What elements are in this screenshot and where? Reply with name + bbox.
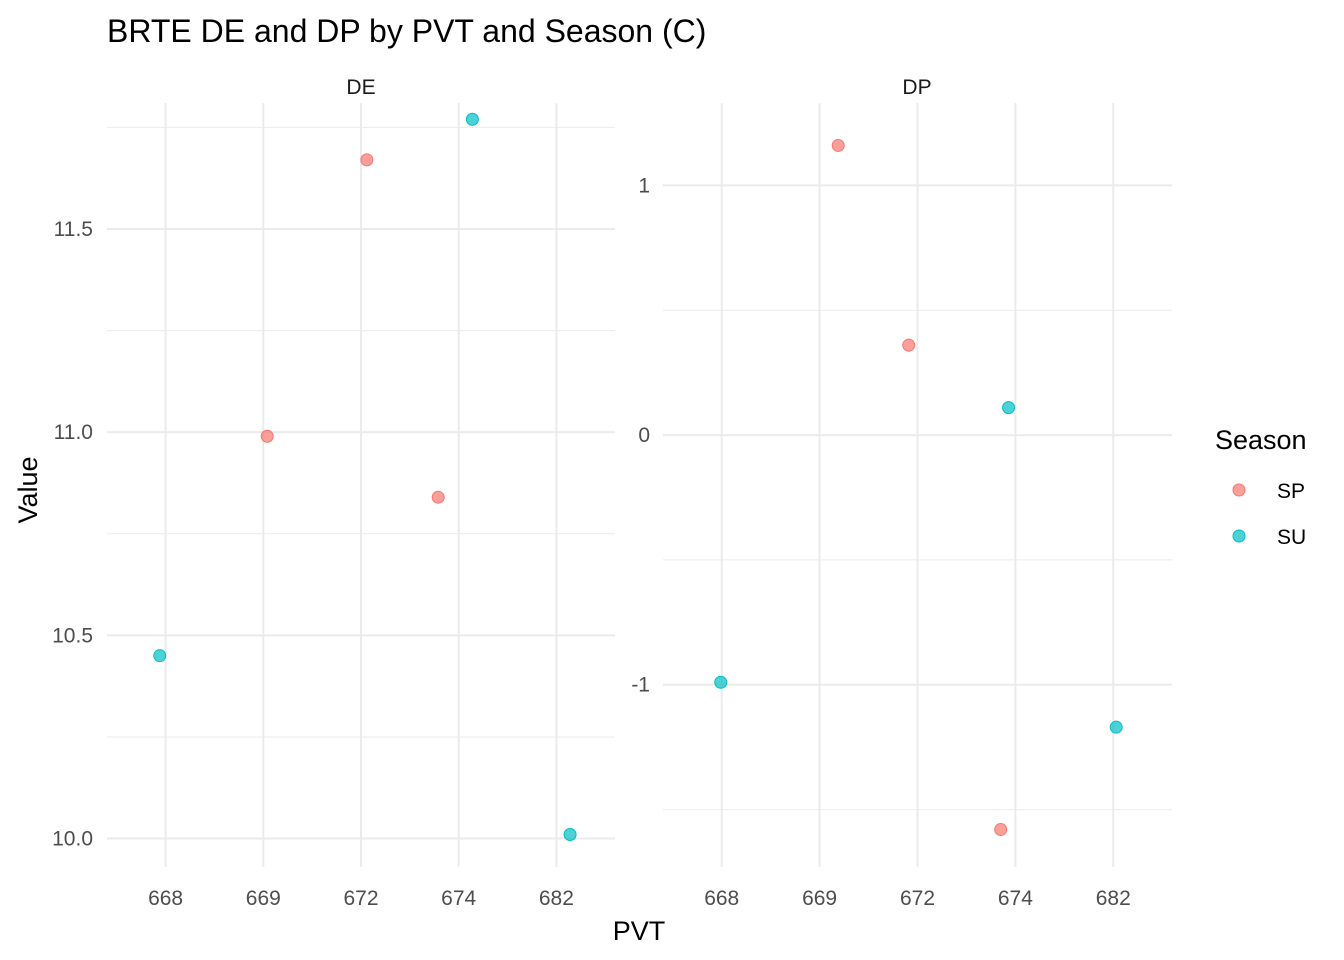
y-axis-title: Value [13, 456, 43, 523]
x-tick-label: 682 [1096, 887, 1131, 910]
x-tick-label: 672 [900, 887, 935, 910]
legend-key-su [1232, 529, 1246, 543]
data-point-su [714, 675, 728, 689]
chart-title: BRTE DE and DP by PVT and Season (C) [107, 13, 706, 49]
facet-panel-de: 10.0 10.5 11.0 11.5 668 669 672 674 682 DE [52, 76, 615, 910]
data-point-sp [831, 138, 845, 152]
x-tick-label: 668 [148, 887, 183, 910]
y-tick-label: 1 [638, 174, 650, 197]
x-tick-label: 669 [246, 887, 281, 910]
facet-strip-label: DP [902, 76, 931, 99]
data-point-sp [431, 490, 445, 504]
y-tick-label: 10.0 [52, 828, 93, 851]
data-point-sp [994, 823, 1008, 837]
x-tick-label: 669 [802, 887, 837, 910]
x-tick-label: 674 [441, 887, 476, 910]
legend-label-su: SU [1277, 526, 1306, 549]
facet-panel-dp: -1 0 1 668 669 672 674 682 DP [631, 76, 1172, 910]
legend: Season SP SU [1215, 425, 1307, 549]
x-tick-label: 668 [704, 887, 739, 910]
facet-strip-label: DE [346, 76, 375, 99]
legend-label-sp: SP [1277, 480, 1305, 503]
y-tick-label: 10.5 [52, 624, 93, 647]
data-point-su [1109, 720, 1123, 734]
y-tick-label: 11.0 [54, 421, 93, 444]
data-point-sp [360, 153, 374, 167]
data-point-sp [902, 338, 916, 352]
data-point-su [563, 827, 577, 841]
x-tick-label: 674 [998, 887, 1033, 910]
y-tick-label: -1 [631, 674, 650, 697]
legend-key-sp [1232, 483, 1246, 497]
y-tick-label: 0 [638, 424, 650, 447]
data-point-su [153, 649, 167, 663]
data-point-sp [260, 429, 274, 443]
y-tick-label: 11.5 [54, 218, 93, 241]
x-axis-title: PVT [613, 916, 666, 946]
data-point-su [465, 112, 479, 126]
facet-panels: 10.0 10.5 11.0 11.5 668 669 672 674 682 DE -1 0 1 668… [52, 76, 1172, 910]
x-tick-label: 682 [539, 887, 574, 910]
data-point-su [1002, 401, 1016, 415]
x-tick-label: 672 [343, 887, 378, 910]
legend-title: Season [1215, 425, 1307, 455]
